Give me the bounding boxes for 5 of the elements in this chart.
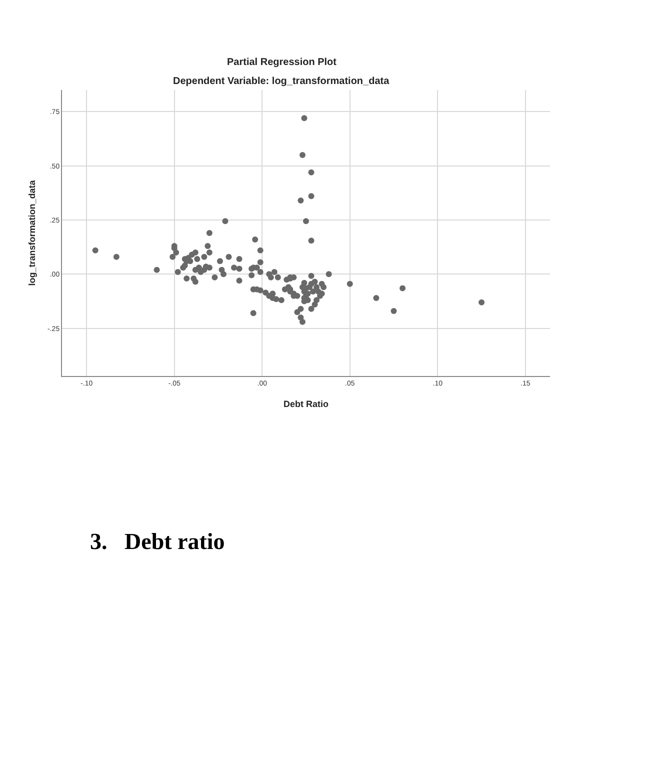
chart-subtitle: Dependent Variable: log_transformation_data <box>173 76 390 87</box>
text: 3. Debt ratio <box>90 529 225 554</box>
x-axis-title: Debt Ratio <box>284 399 329 410</box>
chart-title: Partial Regression Plot <box>227 57 338 68</box>
y-axis-title: log_transformation_data <box>26 179 37 286</box>
